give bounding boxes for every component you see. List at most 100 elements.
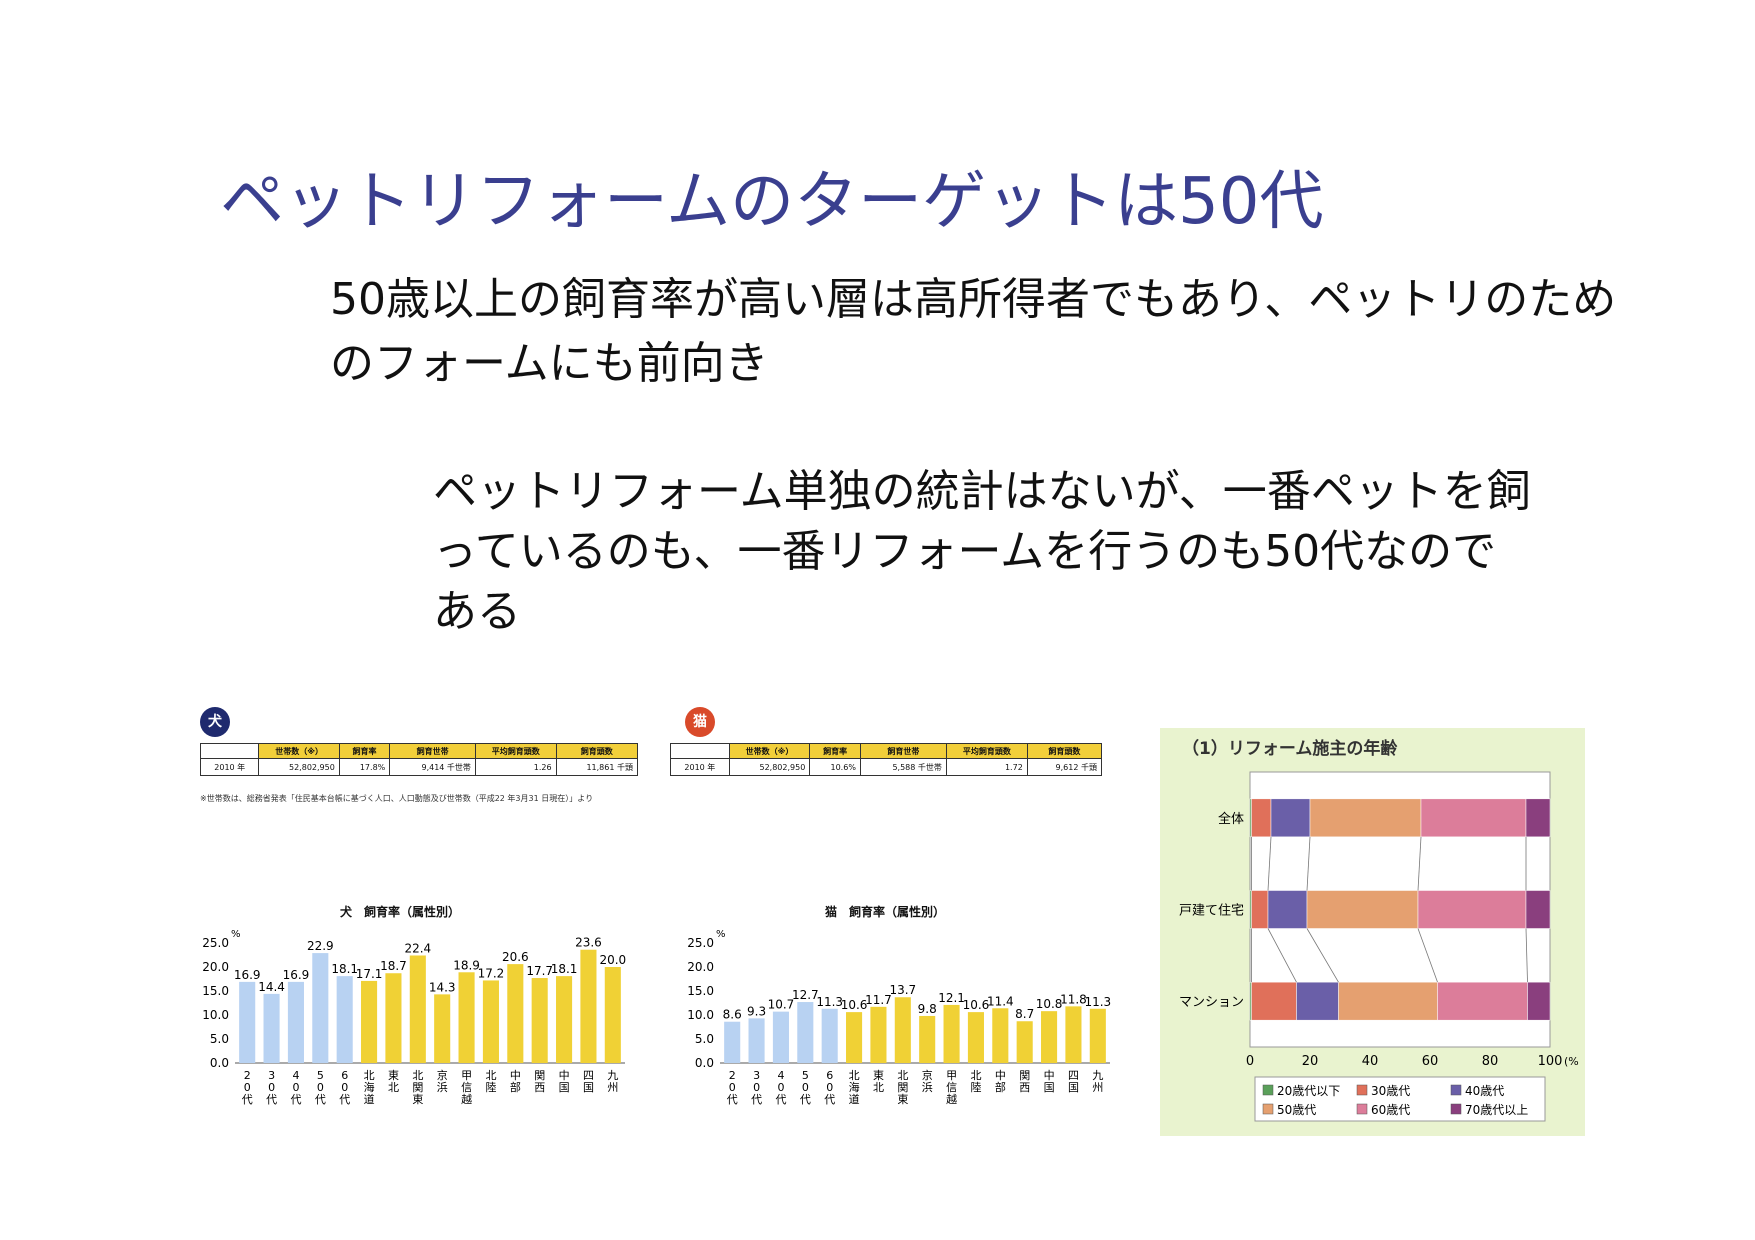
cat-category-label: 九州 xyxy=(1092,1069,1103,1094)
cat-ytick-label: 5.0 xyxy=(695,1032,714,1046)
dog-value-label: 20.0 xyxy=(599,953,626,967)
cat-bar xyxy=(943,1004,960,1063)
dog-bar xyxy=(604,967,621,1063)
cat-bar xyxy=(1065,1006,1082,1063)
cat-value-label: 9.3 xyxy=(747,1004,766,1018)
table-cell: 5,588 千世帯 xyxy=(859,758,947,776)
table-cell: 52,802,950 xyxy=(728,758,811,776)
reform-segment xyxy=(1306,890,1419,929)
reform-connector xyxy=(1306,928,1339,983)
reform-xtick-label: 80 xyxy=(1482,1054,1499,1069)
cat-bar xyxy=(846,1012,863,1063)
dog-ownership-chart: % 0.0 5.0 10.0 15.0 20.0 25.0 16.9 2 0 代 14.4 3 0 代 16.… xyxy=(202,929,626,1106)
dog-value-label: 17.2 xyxy=(478,966,505,980)
reform-segment xyxy=(1437,981,1528,1021)
reform-segment xyxy=(1251,890,1269,929)
dog-bar xyxy=(409,955,426,1063)
cat-category-label: 北陸 xyxy=(970,1069,981,1094)
table-cell: 2010 年 xyxy=(199,758,260,776)
table-cell: 2010 年 xyxy=(670,758,730,776)
reform-connector xyxy=(1525,928,1528,983)
cat-chart-title: 猫 飼育率（属性別） xyxy=(825,905,946,919)
dog-category-label: 北海道 xyxy=(364,1069,375,1106)
reform-legend-swatch xyxy=(1356,1103,1368,1115)
cat-ytick-label: 25.0 xyxy=(687,936,714,950)
dog-value-label: 22.9 xyxy=(307,939,334,953)
dog-value-label: 14.4 xyxy=(258,980,285,994)
dog-ytick-label: 5.0 xyxy=(210,1032,229,1046)
reform-segment xyxy=(1338,981,1438,1021)
cat-bar xyxy=(1016,1021,1033,1063)
cat-category-label: 北海道 xyxy=(849,1069,860,1106)
reform-xunit-label: (% xyxy=(1564,1055,1579,1068)
dog-category-label: 関西 xyxy=(534,1069,545,1094)
dog-value-label: 18.9 xyxy=(453,958,480,972)
table-header: 世帯数（※） xyxy=(728,743,811,759)
reform-legend-label: 30歳代 xyxy=(1371,1084,1410,1098)
dog-stat-table: 世帯数（※） 飼育率 飼育世帯 平均飼育頭数 飼育頭数 2010 年 52,80… xyxy=(199,743,639,776)
reform-segment xyxy=(1270,798,1311,838)
slide-title: ペットリフォームのターゲットは50代 xyxy=(220,165,1324,239)
cat-value-label: 8.7 xyxy=(1015,1007,1034,1021)
paragraph-income: 50歳以上の飼育率が高い層は高所得者でもあり、ペットリのためのフォームにも前向き xyxy=(330,274,1617,389)
reform-xtick-label: 100 xyxy=(1538,1054,1563,1069)
table-cell: 17.8% xyxy=(338,758,391,776)
dog-value-label: 14.3 xyxy=(429,980,456,994)
table-cell: 9,414 千世帯 xyxy=(389,758,476,776)
dog-value-label: 16.9 xyxy=(283,968,310,982)
dog-bar xyxy=(312,953,329,1063)
dog-ytick-label: 0.0 xyxy=(210,1056,229,1070)
cat-category-label: 関西 xyxy=(1019,1069,1030,1094)
table-header xyxy=(670,743,730,759)
dog-bar xyxy=(531,978,548,1063)
dog-value-label: 17.7 xyxy=(526,964,553,978)
reform-legend-swatch xyxy=(1356,1084,1368,1096)
cat-category-label: 北関東 xyxy=(897,1069,908,1106)
cat-value-label: 10.6 xyxy=(841,998,868,1012)
dog-bar xyxy=(507,964,524,1063)
dog-bar xyxy=(434,994,451,1063)
dog-bar xyxy=(239,981,256,1063)
cat-category-label: 中国 xyxy=(1044,1069,1055,1094)
dog-ytick-label: 10.0 xyxy=(202,1008,229,1022)
cat-value-label: 11.7 xyxy=(865,993,892,1007)
dog-bar xyxy=(556,976,573,1063)
cat-category-label: 四国 xyxy=(1068,1069,1079,1094)
cat-bar xyxy=(748,1018,765,1063)
dog-category-label: 中国 xyxy=(559,1069,570,1094)
dog-category-label: 京浜 xyxy=(437,1068,448,1094)
cat-bar xyxy=(919,1015,936,1063)
table-row: 2010 年 52,802,950 17.8% 9,414 千世帯 1.26 1… xyxy=(199,758,639,776)
reform-segment xyxy=(1527,981,1551,1021)
table-cell: 10.6% xyxy=(809,758,861,776)
table-header: 飼育世帯 xyxy=(389,743,476,759)
cat-value-label: 12.7 xyxy=(792,988,819,1002)
table-row: 2010 年 52,802,950 10.6% 5,588 千世帯 1.72 9… xyxy=(670,758,1103,776)
cat-category-label: 東北 xyxy=(873,1069,884,1094)
table-header xyxy=(199,743,260,759)
dog-category-label: 北関東 xyxy=(412,1069,423,1106)
dog-bar xyxy=(263,993,280,1063)
cat-value-label: 11.3 xyxy=(1084,995,1111,1009)
reform-segment xyxy=(1525,798,1551,838)
dog-value-label: 18.1 xyxy=(331,962,358,976)
dog-value-label: 16.9 xyxy=(234,968,261,982)
reform-legend-label: 70歳代以上 xyxy=(1465,1103,1528,1117)
reform-legend-label: 60歳代 xyxy=(1371,1103,1410,1117)
dog-bar xyxy=(385,973,402,1063)
dog-value-label: 23.6 xyxy=(575,936,602,950)
dog-category-label: 甲信越 xyxy=(461,1069,472,1106)
cat-value-label: 12.1 xyxy=(938,991,965,1005)
cat-ytick-label: 10.0 xyxy=(687,1008,714,1022)
cat-bar xyxy=(1041,1011,1058,1063)
reform-segment xyxy=(1251,798,1272,838)
reform-legend-swatch xyxy=(1262,1084,1274,1096)
cat-ytick-label: 0.0 xyxy=(695,1056,714,1070)
reform-xtick-label: 20 xyxy=(1302,1054,1319,1069)
dog-bar xyxy=(361,980,378,1063)
